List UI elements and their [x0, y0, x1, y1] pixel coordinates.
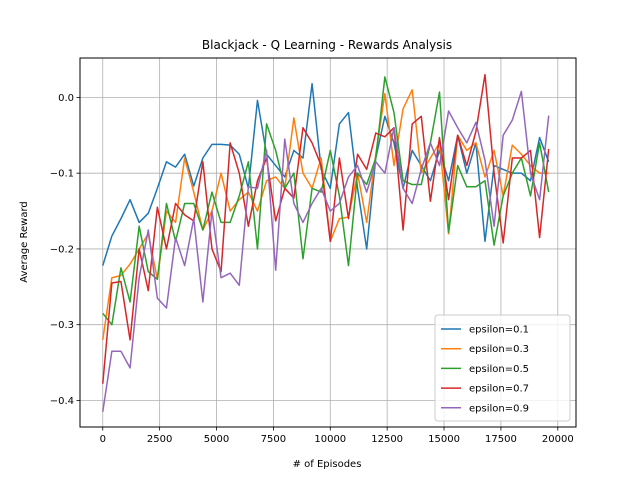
- y-tick-label: −0.4: [50, 396, 74, 407]
- legend: epsilon=0.1 epsilon=0.3 epsilon=0.5 epsilon…: [434, 314, 571, 422]
- x-tick-label: 7500: [261, 434, 286, 445]
- legend-label: epsilon=0.9: [469, 403, 529, 414]
- y-tick-label: −0.3: [50, 320, 74, 331]
- y-tick-label: −0.1: [50, 169, 74, 180]
- legend-label: epsilon=0.3: [469, 344, 529, 355]
- plot-frame: [79, 57, 577, 428]
- x-tick-label: 20000: [542, 434, 574, 445]
- x-tick-label: 12500: [371, 434, 403, 445]
- series-line-0: [102, 83, 550, 266]
- legend-label: epsilon=0.5: [469, 364, 529, 375]
- series-lines: [102, 73, 550, 412]
- axis-ticks: 0 2500 5000 7500 10000 12500 15000 17500 20000 0.…: [50, 93, 574, 445]
- legend-label: epsilon=0.7: [469, 384, 529, 395]
- x-tick-label: 10000: [314, 434, 346, 445]
- legend-box: [434, 314, 571, 422]
- series-line-2: [102, 76, 550, 326]
- chart-title: Blackjack - Q Learning - Rewards Analysi…: [202, 38, 452, 52]
- x-axis-label: # of Episodes: [293, 459, 362, 470]
- legend-label: epsilon=0.1: [469, 325, 529, 336]
- y-tick-label: −0.2: [50, 244, 74, 255]
- series-line-3: [102, 73, 550, 384]
- y-tick-label: 0.0: [58, 93, 74, 104]
- y-axis-label: Average Reward: [19, 201, 30, 282]
- series-line-4: [102, 90, 550, 412]
- x-tick-label: 0: [100, 434, 106, 445]
- x-tick-label: 5000: [204, 434, 229, 445]
- x-tick-label: 17500: [485, 434, 517, 445]
- x-tick-label: 15000: [428, 434, 460, 445]
- x-tick-label: 2500: [147, 434, 172, 445]
